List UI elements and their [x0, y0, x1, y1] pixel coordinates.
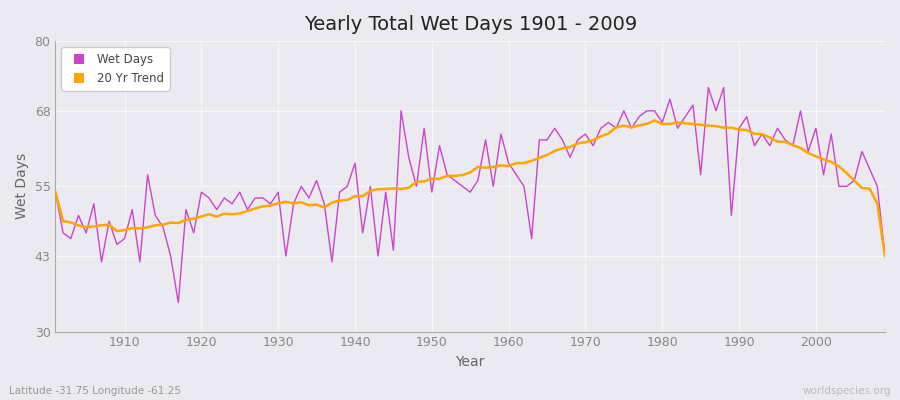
Text: worldspecies.org: worldspecies.org: [803, 386, 891, 396]
Legend: Wet Days, 20 Yr Trend: Wet Days, 20 Yr Trend: [61, 47, 169, 91]
Y-axis label: Wet Days: Wet Days: [15, 153, 29, 220]
X-axis label: Year: Year: [455, 355, 485, 369]
Text: Latitude -31.75 Longitude -61.25: Latitude -31.75 Longitude -61.25: [9, 386, 181, 396]
Title: Yearly Total Wet Days 1901 - 2009: Yearly Total Wet Days 1901 - 2009: [303, 15, 637, 34]
